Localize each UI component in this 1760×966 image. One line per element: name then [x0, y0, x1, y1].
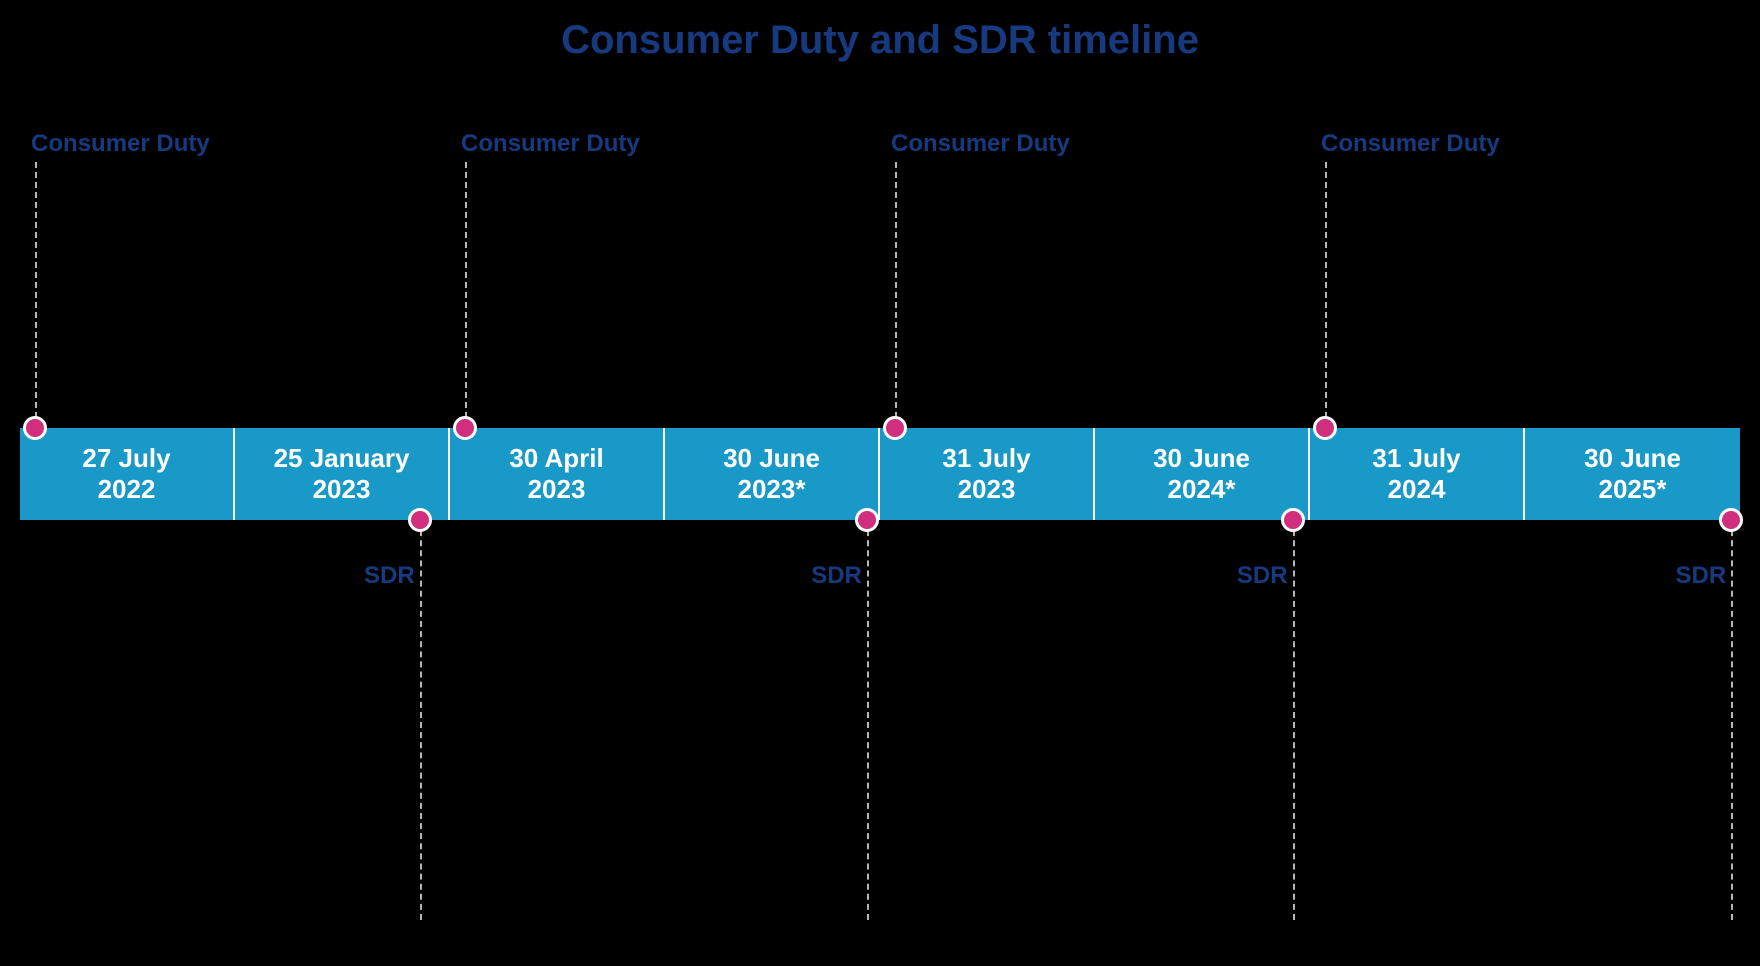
timeline-cell-line2: 2023*	[738, 474, 806, 505]
annotation-bottom: SDR	[811, 562, 862, 590]
timeline-cell-line1: 30 June	[1584, 443, 1681, 474]
timeline-cell-line2: 2024	[1388, 474, 1446, 505]
connector-line-top	[895, 162, 897, 428]
connector-line-bottom	[1731, 520, 1733, 920]
timeline-cell-line1: 30 June	[1153, 443, 1250, 474]
timeline-cell-line1: 30 April	[509, 443, 603, 474]
connector-line-bottom	[420, 520, 422, 920]
timeline-cell-line1: 27 July	[82, 443, 170, 474]
timeline-cell-line1: 25 January	[274, 443, 410, 474]
timeline-cell-line2: 2022	[98, 474, 156, 505]
timeline-marker-bottom	[1719, 508, 1743, 532]
timeline-cell: 30 June2024*	[1095, 428, 1310, 520]
annotation-top: Consumer Duty	[31, 130, 210, 158]
timeline-cell-line2: 2023	[313, 474, 371, 505]
timeline-marker-top	[23, 416, 47, 440]
connector-line-bottom	[867, 520, 869, 920]
timeline-marker-bottom	[408, 508, 432, 532]
connector-line-bottom	[1293, 520, 1295, 920]
timeline-marker-top	[1313, 416, 1337, 440]
annotation-bottom: SDR	[1237, 562, 1288, 590]
connector-line-top	[1325, 162, 1327, 428]
annotation-top: Consumer Duty	[1321, 130, 1500, 158]
chart-title: Consumer Duty and SDR timeline	[0, 18, 1760, 63]
timeline-cell: 31 July2023	[880, 428, 1095, 520]
timeline-marker-top	[453, 416, 477, 440]
timeline-cell: 31 July2024	[1310, 428, 1525, 520]
timeline-cell: 27 July2022	[20, 428, 235, 520]
annotation-bottom: SDR	[364, 562, 415, 590]
timeline-marker-bottom	[855, 508, 879, 532]
timeline-marker-top	[883, 416, 907, 440]
annotation-top: Consumer Duty	[461, 130, 640, 158]
timeline-bar: 27 July202225 January202330 April202330 …	[20, 428, 1740, 520]
connector-line-top	[465, 162, 467, 428]
timeline-cell-line2: 2025*	[1599, 474, 1667, 505]
timeline-cell-line2: 2024*	[1168, 474, 1236, 505]
timeline-cell-line2: 2023	[528, 474, 586, 505]
connector-line-top	[35, 162, 37, 428]
timeline-cell: 30 April2023	[450, 428, 665, 520]
timeline-marker-bottom	[1281, 508, 1305, 532]
timeline-cell: 30 June2025*	[1525, 428, 1740, 520]
timeline-cell-line2: 2023	[958, 474, 1016, 505]
timeline-cell-line1: 30 June	[723, 443, 820, 474]
timeline-cell-line1: 31 July	[942, 443, 1030, 474]
timeline-cell: 30 June2023*	[665, 428, 880, 520]
timeline-cell: 25 January2023	[235, 428, 450, 520]
timeline-cell-line1: 31 July	[1372, 443, 1460, 474]
annotation-bottom: SDR	[1676, 562, 1727, 590]
annotation-top: Consumer Duty	[891, 130, 1070, 158]
